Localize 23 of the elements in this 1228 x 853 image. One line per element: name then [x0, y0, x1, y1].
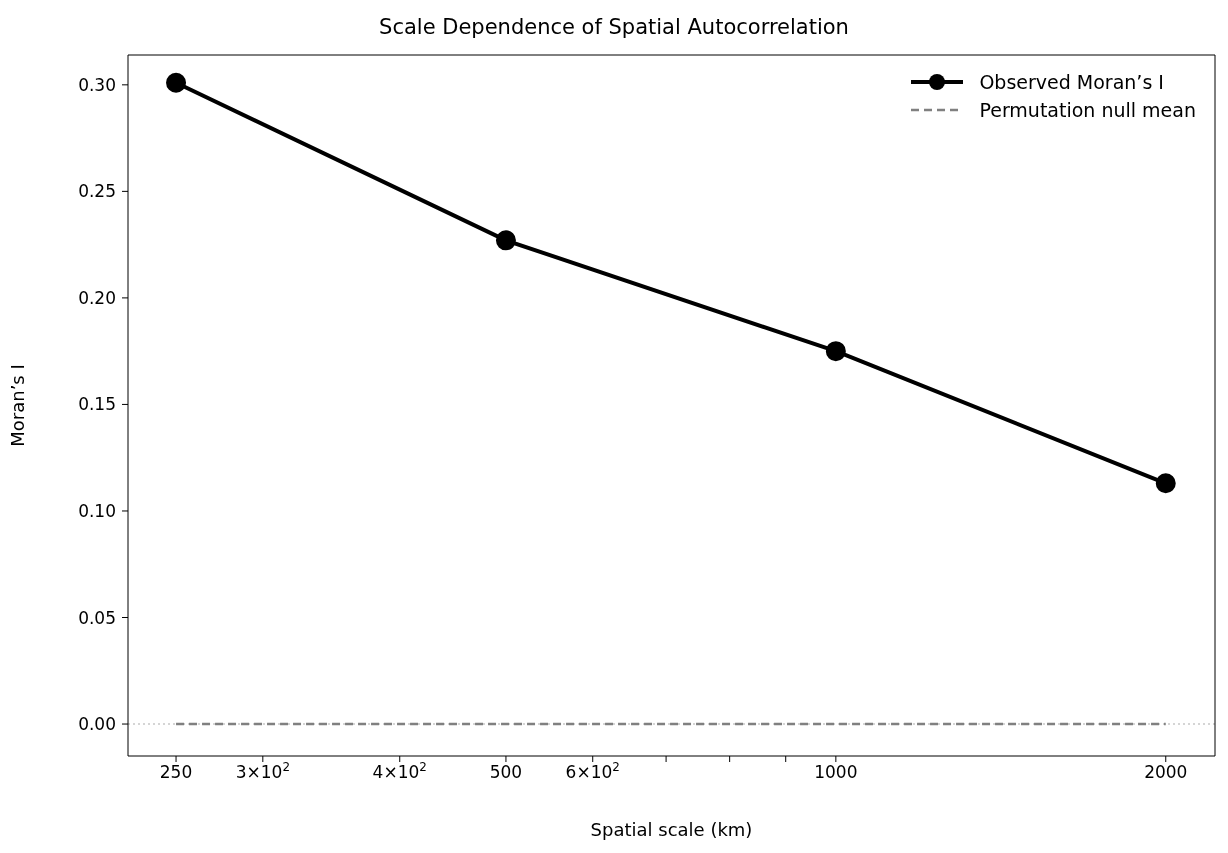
- point: [1155, 473, 1176, 494]
- point: [166, 72, 187, 93]
- y-axis-title: Moran’s I: [7, 364, 29, 447]
- x-tick-label: 2000: [1144, 762, 1188, 782]
- legend-label: Permutation null mean: [979, 99, 1196, 121]
- y-tick-label: 0.30: [78, 74, 116, 95]
- point: [495, 230, 516, 251]
- chart-title: Scale Dependence of Spatial Autocorrelation: [378, 14, 850, 41]
- y-tick-label: 0.00: [78, 714, 116, 735]
- x-tick-label: 6×10$^{2}$: [565, 760, 620, 782]
- x-tick-label: 500: [489, 762, 523, 782]
- x-tick-label: 4×10$^{2}$: [372, 760, 427, 782]
- x-axis-title: Spatial scale (km): [590, 819, 753, 840]
- y-tick-label: 0.15: [78, 394, 116, 415]
- x-tick-label: 1000: [814, 762, 858, 782]
- point: [825, 341, 846, 362]
- y-tick-label: 0.05: [78, 607, 116, 628]
- x-tick-label: 3×10$^{2}$: [235, 760, 290, 782]
- y-tick-label: 0.10: [78, 500, 116, 521]
- y-tick-label: 0.25: [78, 181, 116, 202]
- y-tick-label: 0.20: [78, 287, 116, 308]
- x-tick-label: 250: [159, 762, 193, 782]
- legend-label: Observed Moran’s I: [979, 71, 1164, 93]
